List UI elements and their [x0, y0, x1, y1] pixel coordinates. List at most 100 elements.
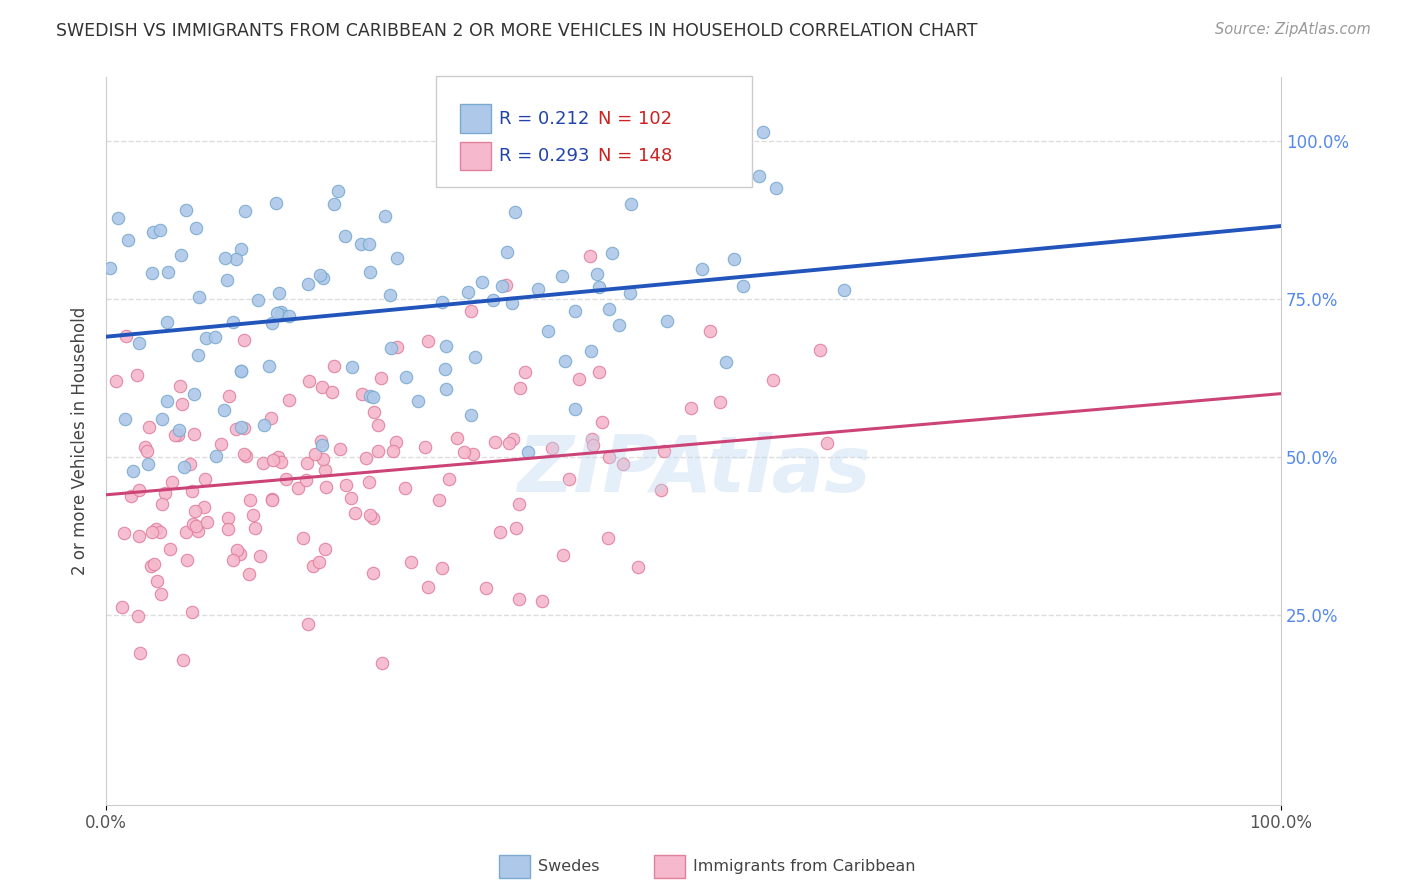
Point: [361, 511, 384, 525]
Point: [122, 464, 145, 478]
Point: [141, 525, 163, 540]
Point: [128, 529, 150, 543]
Point: [652, 444, 675, 458]
Point: [267, 450, 290, 465]
Point: [183, 426, 205, 441]
Point: [416, 580, 439, 594]
Point: [167, 428, 190, 442]
Point: [311, 451, 333, 466]
Point: [513, 366, 536, 380]
Point: [434, 339, 457, 353]
Point: [114, 412, 136, 426]
Point: [215, 273, 238, 287]
Point: [627, 559, 650, 574]
Point: [269, 286, 291, 301]
Point: [205, 449, 228, 463]
Point: [212, 403, 235, 417]
Point: [145, 522, 167, 536]
Point: [554, 353, 576, 368]
Point: [716, 354, 738, 368]
Point: [270, 308, 292, 322]
Point: [209, 437, 232, 451]
Point: [808, 343, 831, 357]
Point: [309, 268, 332, 282]
Point: [367, 417, 389, 432]
Point: [111, 600, 134, 615]
Point: [315, 480, 337, 494]
Point: [679, 401, 702, 415]
Point: [581, 432, 603, 446]
Point: [432, 294, 454, 309]
Point: [153, 485, 176, 500]
Point: [233, 333, 256, 347]
Point: [292, 531, 315, 545]
Point: [194, 472, 217, 486]
Point: [752, 125, 775, 139]
Point: [501, 295, 523, 310]
Point: [311, 437, 333, 451]
Point: [815, 435, 838, 450]
Point: [225, 252, 247, 267]
Point: [105, 374, 128, 388]
Point: [508, 497, 530, 511]
Point: [460, 408, 482, 422]
Point: [246, 293, 269, 307]
Point: [582, 438, 605, 452]
Point: [564, 402, 586, 417]
Point: [287, 482, 309, 496]
Point: [231, 243, 253, 257]
Point: [598, 301, 620, 316]
Text: Source: ZipAtlas.com: Source: ZipAtlas.com: [1215, 22, 1371, 37]
Point: [329, 442, 352, 456]
Point: [359, 389, 381, 403]
Point: [326, 185, 349, 199]
Point: [172, 653, 194, 667]
Point: [127, 609, 149, 624]
Point: [475, 581, 498, 595]
Point: [361, 390, 384, 404]
Point: [602, 246, 624, 260]
Point: [531, 593, 554, 607]
Point: [134, 440, 156, 454]
Point: [314, 542, 336, 557]
Point: [598, 450, 620, 464]
Point: [120, 489, 142, 503]
Point: [297, 277, 319, 292]
Text: N = 102: N = 102: [598, 110, 672, 128]
Point: [699, 324, 721, 338]
Point: [380, 288, 402, 302]
Point: [495, 277, 517, 292]
Point: [464, 350, 486, 364]
Point: [183, 386, 205, 401]
Point: [214, 251, 236, 265]
Point: [160, 475, 183, 490]
Point: [446, 431, 468, 445]
Point: [172, 397, 194, 411]
Point: [188, 290, 211, 304]
Point: [167, 423, 190, 437]
Point: [568, 372, 591, 386]
Point: [564, 304, 586, 318]
Point: [239, 492, 262, 507]
Point: [150, 587, 173, 601]
Text: N = 148: N = 148: [598, 147, 672, 165]
Point: [359, 508, 381, 522]
Point: [588, 366, 610, 380]
Point: [297, 456, 319, 470]
Point: [165, 428, 187, 442]
Point: [149, 223, 172, 237]
Point: [146, 574, 169, 588]
Point: [380, 341, 402, 355]
Point: [551, 269, 574, 284]
Point: [588, 280, 610, 294]
Point: [481, 293, 503, 308]
Point: [222, 552, 245, 566]
Point: [262, 452, 284, 467]
Point: [527, 281, 550, 295]
Point: [385, 435, 408, 450]
Point: [242, 508, 264, 523]
Point: [229, 364, 252, 378]
Point: [181, 483, 204, 498]
Point: [138, 419, 160, 434]
Point: [218, 389, 240, 403]
